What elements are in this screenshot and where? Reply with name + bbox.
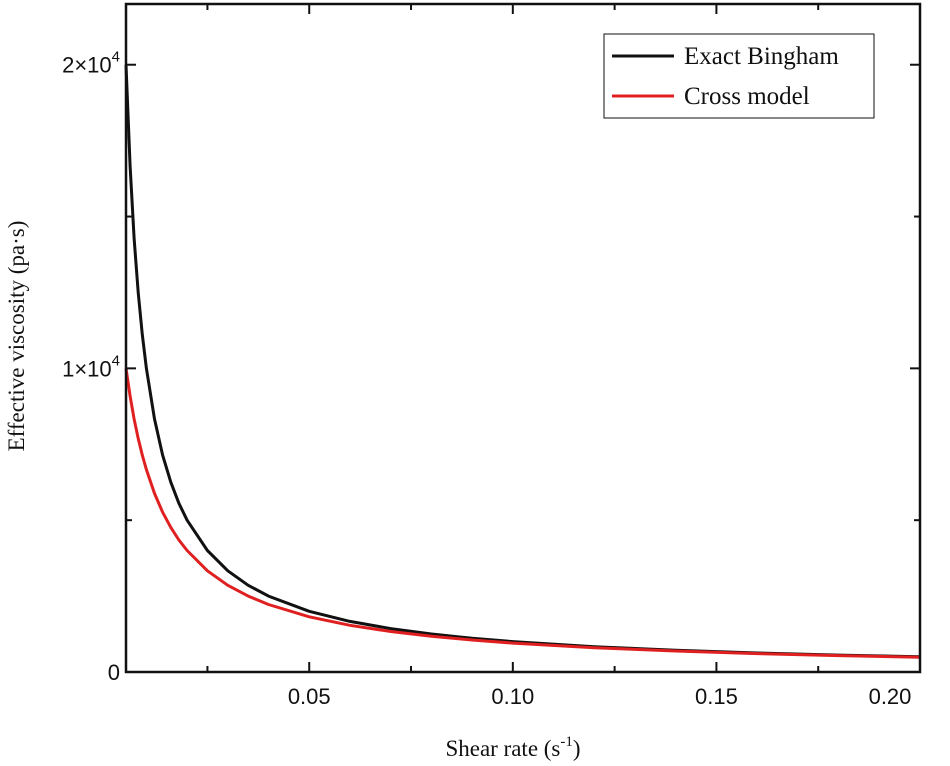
x-axis-title: Shear rate (s-1) (445, 734, 580, 761)
legend: Exact Bingham Cross model (603, 33, 875, 119)
y-tick-label: 1×104 (62, 352, 120, 381)
y-tick-label: 2×104 (62, 49, 120, 78)
plot-frame (124, 2, 922, 674)
y-axis-title: Effective viscosity (pa·s) (4, 221, 29, 452)
y-tick-label: 0 (108, 660, 120, 685)
x-tick-label: 0.10 (491, 684, 534, 709)
x-tick-label: 0.20 (869, 684, 912, 709)
axis-ticks (126, 4, 921, 673)
tick-labels: 0.05 0.10 0.15 0.20 0 1×104 2×104 (62, 49, 911, 709)
series-line-cross-model (124, 368, 921, 659)
series-lines (124, 64, 921, 659)
legend-label-cross-model: Cross model (684, 83, 810, 110)
x-tick-label: 0.15 (695, 684, 738, 709)
x-axis-title-end: ) (573, 736, 581, 761)
x-axis-title-sup: -1 (560, 734, 573, 750)
x-tick-label: 0.05 (288, 684, 331, 709)
legend-label-exact-bingham: Exact Bingham (684, 43, 839, 70)
series-line-exact-bingham (124, 64, 921, 659)
x-axis-title-main: Shear rate (s (445, 736, 560, 761)
legend-box (603, 33, 875, 119)
